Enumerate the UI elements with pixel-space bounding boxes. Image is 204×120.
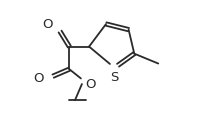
Text: S: S: [110, 71, 118, 84]
Text: O: O: [42, 18, 53, 31]
Text: O: O: [33, 72, 43, 85]
Text: O: O: [85, 78, 96, 90]
